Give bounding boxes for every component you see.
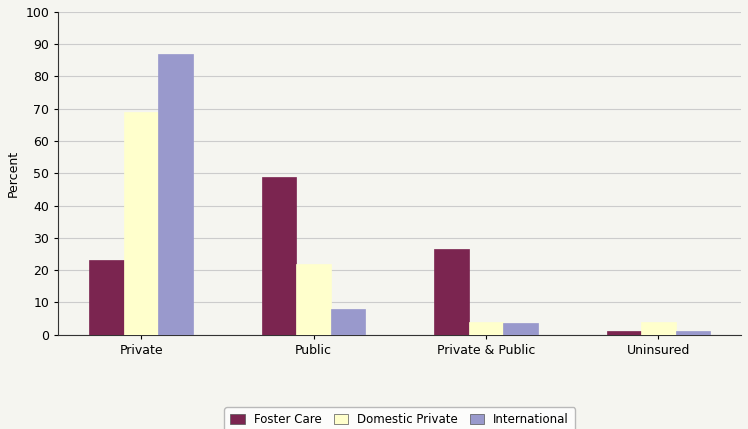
Bar: [503, 323, 538, 335]
Bar: [262, 176, 296, 335]
Bar: [296, 264, 331, 335]
Bar: [90, 260, 124, 335]
Bar: [434, 249, 469, 335]
Y-axis label: Percent: Percent: [7, 150, 20, 197]
Bar: [469, 322, 503, 335]
Bar: [607, 331, 641, 335]
Bar: [675, 331, 710, 335]
Bar: [331, 309, 365, 335]
Bar: [641, 322, 675, 335]
Bar: [159, 54, 193, 335]
Legend: Foster Care, Domestic Private, International: Foster Care, Domestic Private, Internati…: [224, 407, 575, 429]
Bar: [124, 112, 159, 335]
